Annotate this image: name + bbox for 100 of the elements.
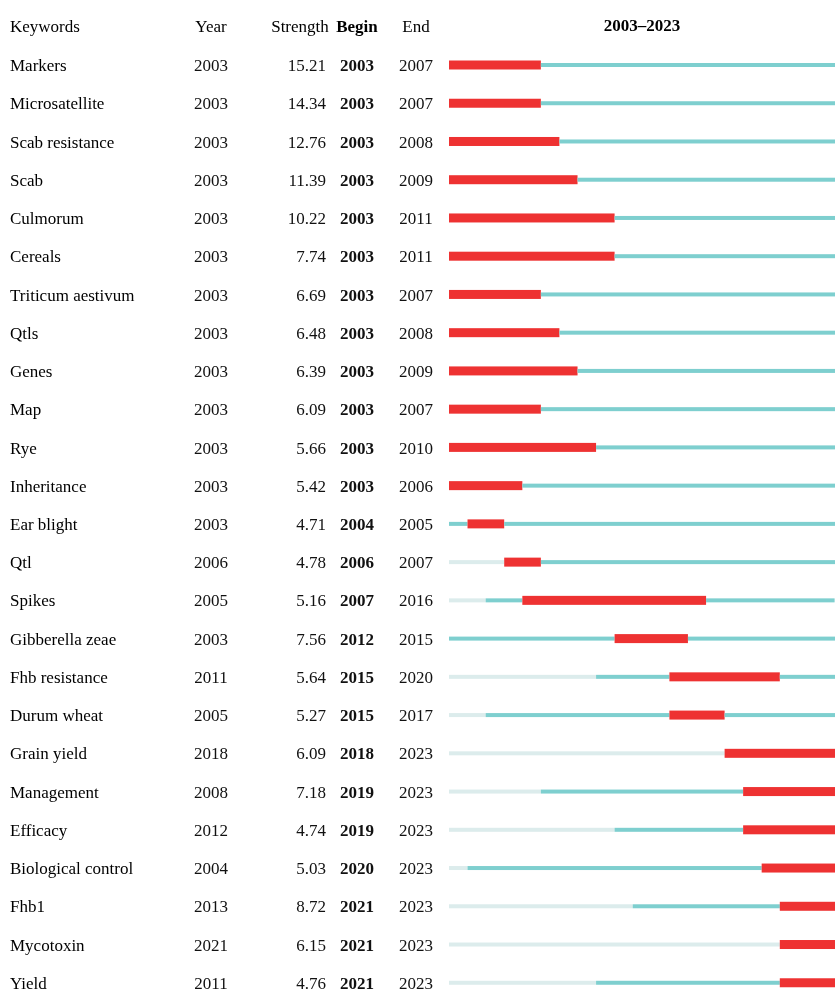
data-label: 2006 [399,476,433,496]
bar [779,901,835,911]
data-label: 6.09 [296,744,326,764]
data-label: 2003 [194,170,228,190]
data-label: 2003 [340,247,374,267]
data-label: 2023 [399,782,433,802]
bar [504,557,541,567]
bar [449,904,633,909]
data-label: 2008 [399,323,433,343]
x-tick-label: Year [195,17,227,36]
y-tick-label: Scab resistance [10,132,115,152]
data-label: 2005 [194,706,228,726]
data-label: 2003 [340,285,374,305]
data-label: 2015 [340,706,374,726]
data-label: 2021 [340,897,374,917]
bar [449,980,597,985]
y-tick-label: Markers [10,56,67,76]
bar [614,254,835,259]
data-label: 2011 [399,209,433,229]
bar [449,175,578,185]
x-tick-label: End [402,17,431,36]
data-label: 2023 [399,897,433,917]
y-tick-label: Triticum aestivum [10,285,135,305]
y-tick-label: Mycotoxin [10,935,86,955]
data-label: 2012 [340,629,374,649]
bar [706,598,835,603]
bar [449,751,725,756]
data-label: 2008 [399,132,433,152]
data-label: 2003 [340,476,374,496]
data-label: 5.64 [296,667,327,687]
bar [467,519,505,529]
bar [687,636,835,641]
data-label: 2023 [399,744,433,764]
bar [449,442,597,452]
x-tick-label: Strength [271,17,330,36]
data-label: 5.42 [296,476,326,496]
y-tick-label: Culmorum [10,209,84,229]
bar [449,404,541,414]
y-tick-label: Cereals [10,247,61,267]
data-label: 12.76 [287,132,326,152]
data-label: 2006 [340,553,374,573]
data-label: 2003 [194,285,228,305]
data-label: 2011 [194,667,228,687]
bar [449,942,780,947]
data-label: 7.56 [296,629,326,649]
data-label: 2020 [340,859,374,879]
bar [485,713,670,718]
y-tick-label: Microsatellite [10,94,105,114]
data-label: 2007 [399,553,434,573]
bar [449,60,541,70]
y-tick-label: Ear blight [10,515,78,534]
bar [559,330,835,335]
data-label: 2023 [399,859,433,879]
data-label: 2003 [340,400,374,420]
data-label: 2021 [194,935,228,955]
data-label: 2005 [399,515,433,534]
data-label: 2013 [194,897,228,917]
y-tick-label: Spikes [10,591,56,611]
y-tick-label: Management [10,782,100,802]
data-label: 2003 [194,56,228,76]
data-label: 2007 [399,400,434,420]
data-label: 2003 [194,515,228,534]
data-label: 2023 [399,973,433,993]
bar [449,481,523,491]
data-label: 2003 [194,438,228,458]
data-label: 10.22 [287,209,326,229]
data-label: 2003 [194,209,228,229]
data-label: 2007 [399,285,434,305]
data-label: 2019 [340,820,374,840]
bar [485,598,523,603]
data-label: 2003 [194,132,228,152]
data-label: 2004 [340,515,375,534]
bar [540,407,835,412]
bar [467,866,762,871]
data-label: 2015 [340,667,374,687]
data-label: 2020 [399,667,433,687]
data-label: 2003 [340,170,374,190]
bar [743,825,835,835]
data-label: 2009 [399,170,433,190]
data-label: 7.18 [296,782,326,802]
data-label: 2003 [340,323,374,343]
data-label: 2023 [399,820,433,840]
bar [669,710,725,720]
bar [614,634,688,644]
bar [449,598,486,603]
y-tick-label: Qtls [10,323,39,343]
data-label: 2019 [340,782,374,802]
y-tick-label: Map [10,400,42,420]
data-label: 6.48 [296,323,326,343]
bar [449,521,468,526]
data-label: 7.74 [296,247,327,267]
data-label: 15.21 [287,56,326,76]
data-label: 2011 [399,247,433,267]
data-label: 2021 [340,973,374,993]
bar [779,674,835,679]
data-label: 2003 [340,56,374,76]
data-label: 2006 [194,553,228,573]
bar [540,292,835,297]
data-label: 2003 [340,438,374,458]
bar [761,863,835,873]
